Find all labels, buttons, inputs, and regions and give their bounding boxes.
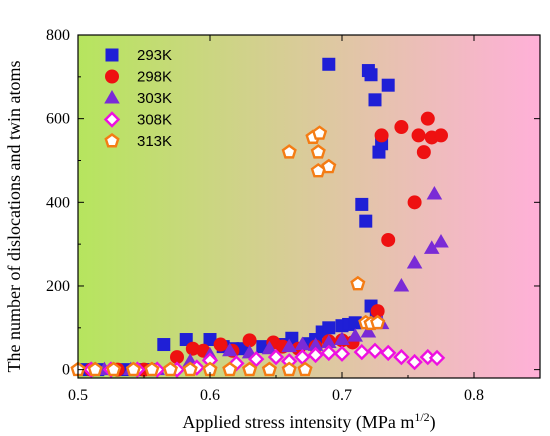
legend-marker bbox=[105, 48, 119, 62]
data-point bbox=[366, 342, 384, 360]
data-point bbox=[87, 361, 103, 377]
data-point bbox=[393, 348, 410, 366]
plot-area-background bbox=[78, 35, 540, 378]
data-point bbox=[360, 323, 377, 338]
data-point bbox=[334, 331, 350, 346]
data-point bbox=[355, 197, 369, 211]
data-point bbox=[320, 344, 337, 362]
data-point bbox=[310, 144, 326, 159]
y-tick-label: 800 bbox=[46, 27, 70, 44]
data-point bbox=[433, 234, 449, 248]
legend-item: 303K bbox=[104, 90, 172, 107]
data-point bbox=[322, 57, 336, 71]
data-point bbox=[297, 361, 313, 377]
data-point bbox=[426, 185, 443, 200]
data-point bbox=[182, 361, 198, 377]
y-tick-label: 600 bbox=[46, 111, 70, 128]
legend-marker bbox=[105, 69, 119, 84]
data-point bbox=[381, 232, 396, 247]
data-point bbox=[222, 361, 238, 377]
y-axis-title: The number of dislocations and twin atom… bbox=[4, 61, 24, 373]
data-point bbox=[380, 344, 397, 362]
legend-label: 298K bbox=[137, 69, 172, 86]
data-point bbox=[381, 78, 395, 92]
data-point bbox=[428, 349, 446, 367]
data-point bbox=[248, 350, 265, 368]
data-point bbox=[311, 125, 328, 140]
x-axis-title: Applied stress intensity (MPa m1/2) bbox=[182, 410, 435, 433]
data-point bbox=[281, 338, 297, 353]
data-point bbox=[407, 195, 422, 210]
data-point bbox=[162, 361, 178, 377]
plot-frame bbox=[77, 34, 541, 379]
data-point bbox=[393, 277, 410, 292]
x-axis-title-superscript: 1/2 bbox=[414, 410, 429, 424]
legend-item: 298K bbox=[105, 69, 172, 86]
data-point bbox=[267, 348, 285, 366]
data-point bbox=[420, 111, 435, 126]
data-point bbox=[179, 333, 193, 347]
data-point bbox=[406, 353, 423, 371]
data-point bbox=[213, 337, 228, 352]
data-point bbox=[222, 342, 238, 357]
data-point bbox=[368, 93, 382, 107]
data-point bbox=[359, 214, 373, 228]
legend-label: 303K bbox=[137, 90, 172, 107]
data-point bbox=[261, 340, 278, 355]
data-point bbox=[347, 328, 363, 342]
legend-marker bbox=[104, 133, 120, 148]
data-point bbox=[434, 128, 448, 143]
data-point bbox=[307, 346, 324, 364]
data-point bbox=[281, 361, 297, 377]
data-point bbox=[261, 361, 277, 377]
x-tick-label: 0.5 bbox=[68, 387, 88, 404]
legend-item: 308K bbox=[103, 111, 172, 129]
data-point bbox=[242, 361, 258, 377]
x-tick-label: 0.6 bbox=[200, 387, 220, 404]
data-marks bbox=[70, 57, 449, 378]
data-point bbox=[106, 361, 122, 377]
series-313K bbox=[70, 125, 386, 377]
data-point bbox=[157, 338, 171, 352]
data-point bbox=[411, 128, 426, 143]
x-axis-title-main: Applied stress intensity (MPa m bbox=[182, 412, 414, 433]
legend-marker bbox=[103, 111, 121, 128]
x-tick-label: 0.8 bbox=[464, 387, 484, 404]
data-point bbox=[125, 361, 142, 377]
legend-marker bbox=[104, 90, 120, 104]
data-point bbox=[406, 254, 423, 269]
y-tick-label: 200 bbox=[46, 278, 70, 295]
legend-label: 308K bbox=[137, 112, 172, 129]
data-point bbox=[364, 68, 378, 82]
y-tick-label: 0 bbox=[62, 362, 70, 379]
x-tick-label: 0.7 bbox=[332, 387, 352, 404]
legend: 293K 298K 303K 308K 313K bbox=[103, 47, 172, 150]
data-point bbox=[350, 275, 366, 291]
legend-item: 293K bbox=[105, 47, 172, 64]
data-point bbox=[370, 314, 386, 330]
data-point bbox=[416, 145, 431, 160]
data-point bbox=[281, 144, 297, 159]
data-point bbox=[144, 361, 160, 377]
data-point bbox=[322, 321, 336, 335]
axis-ticks: 0.5 0.6 0.7 0.8 0 200 400 600 800 bbox=[46, 27, 540, 404]
data-point bbox=[353, 343, 370, 361]
legend-item: 313K bbox=[104, 133, 172, 150]
legend-label: 293K bbox=[137, 47, 172, 64]
data-point bbox=[374, 128, 389, 143]
y-tick-label: 400 bbox=[46, 194, 70, 211]
legend-label: 313K bbox=[137, 133, 172, 150]
data-point bbox=[321, 158, 337, 174]
x-axis-title-tail: ) bbox=[430, 412, 436, 433]
data-point bbox=[333, 345, 351, 362]
data-point bbox=[394, 120, 409, 135]
